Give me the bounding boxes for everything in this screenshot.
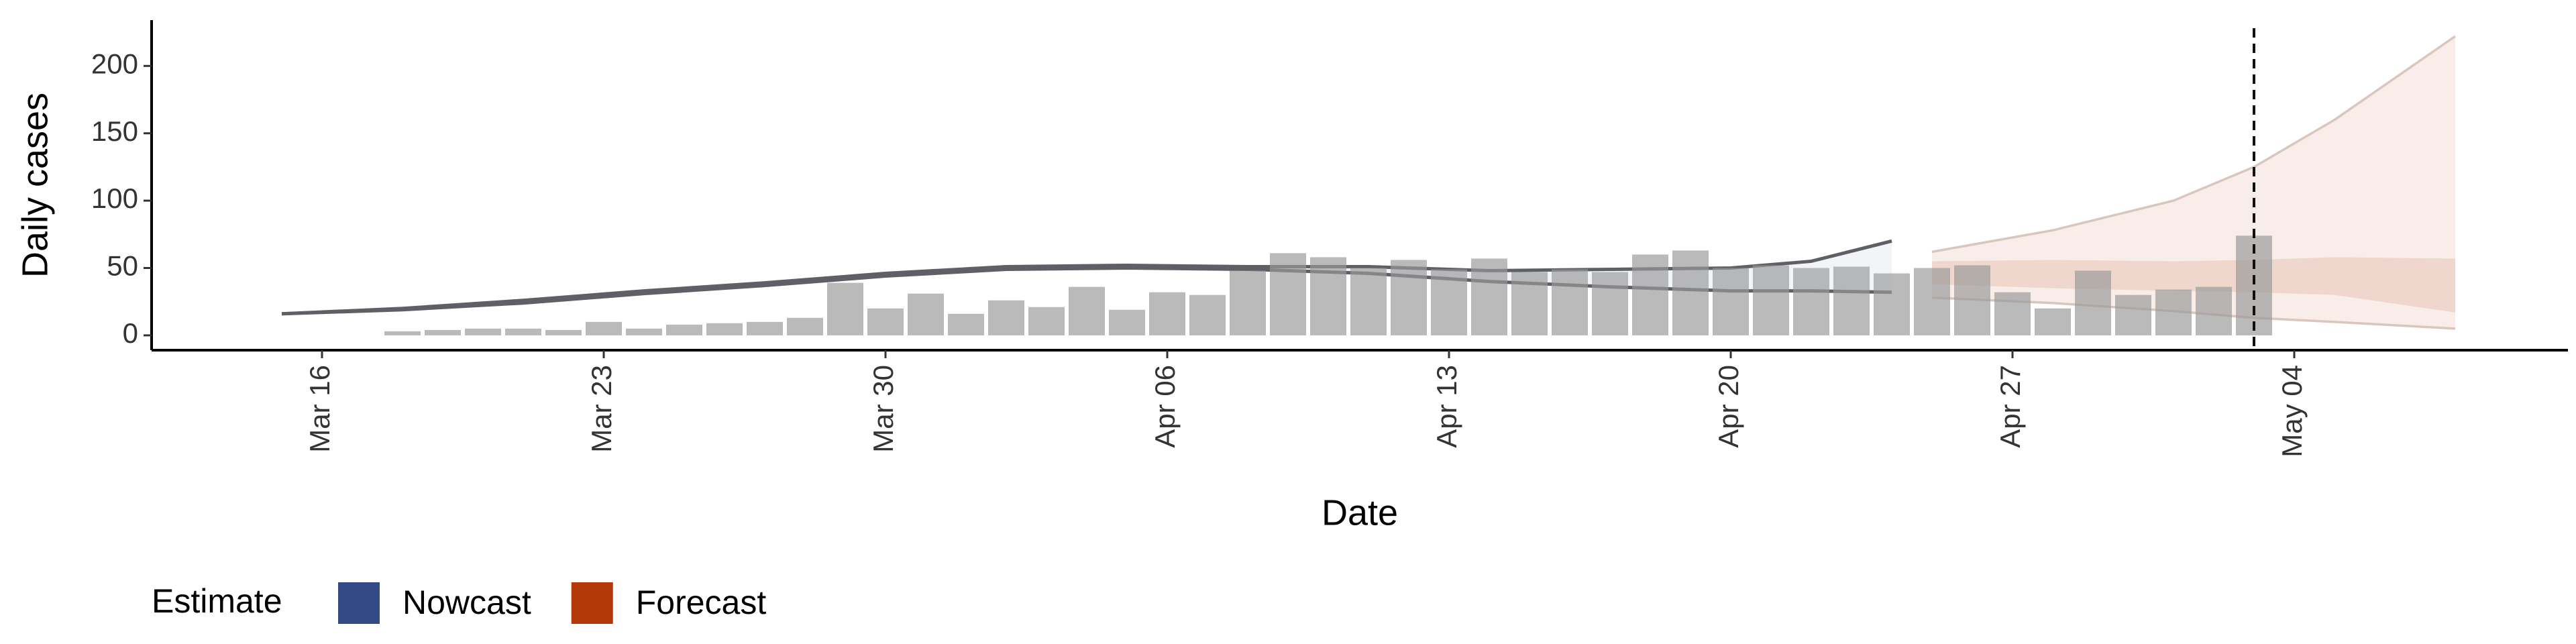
bar — [666, 324, 702, 335]
bar — [1994, 292, 2031, 335]
x-tick-label: Mar 16 — [304, 365, 335, 453]
bar — [2115, 294, 2151, 335]
x-tick-label: Apr 06 — [1149, 365, 1181, 448]
y-tick-label: 150 — [91, 115, 138, 147]
x-tick-label: Mar 30 — [867, 365, 899, 453]
bar — [1391, 260, 1427, 335]
bar — [586, 321, 622, 335]
legend-swatch — [338, 582, 380, 624]
y-tick-label: 100 — [91, 182, 138, 214]
ribbon-inner — [1932, 257, 2455, 313]
bar — [465, 328, 501, 335]
bar — [1592, 272, 1628, 335]
bar — [1914, 268, 1950, 335]
bar — [626, 328, 662, 335]
bar — [1954, 265, 1990, 335]
bar — [1552, 269, 1588, 335]
legend-label: Nowcast — [402, 584, 531, 621]
bar — [2155, 289, 2192, 335]
bar — [1793, 268, 1829, 335]
bar — [988, 300, 1024, 335]
bar — [948, 313, 984, 335]
bar — [2196, 286, 2232, 335]
x-tick-label: Apr 20 — [1713, 365, 1744, 448]
bar — [2035, 308, 2071, 335]
bar — [1270, 253, 1306, 335]
bar — [1189, 294, 1226, 335]
ribbon-outer — [1932, 36, 2455, 329]
bar — [747, 321, 783, 335]
bar — [1874, 273, 1910, 335]
x-tick-label: Apr 13 — [1431, 365, 1462, 448]
bar — [1350, 268, 1387, 335]
bar — [1149, 292, 1185, 335]
bar — [1713, 268, 1749, 335]
bar — [1471, 258, 1507, 335]
y-tick-label: 0 — [123, 317, 138, 349]
legend-label: Forecast — [636, 584, 767, 621]
bar — [1028, 307, 1065, 335]
bar — [1431, 269, 1467, 335]
bar — [1069, 286, 1105, 335]
y-axis-title: Daily cases — [15, 93, 55, 278]
plot-area — [281, 35, 2456, 335]
x-tick-label: May 04 — [2276, 365, 2308, 458]
ribbon-edge — [1931, 35, 2456, 254]
x-tick-label: Apr 27 — [1994, 365, 2026, 448]
bar — [505, 328, 541, 335]
bar — [1833, 266, 1870, 335]
x-tick-label: Mar 23 — [586, 365, 617, 453]
bar — [2075, 270, 2111, 335]
bar — [827, 282, 863, 335]
bar — [1511, 272, 1548, 335]
bar — [1109, 309, 1145, 335]
legend-title: Estimate — [152, 582, 282, 620]
bar — [1753, 265, 1789, 335]
bar — [384, 331, 421, 335]
bar — [545, 329, 582, 335]
bar — [908, 293, 944, 335]
y-tick-label: 200 — [91, 48, 138, 79]
bar — [1310, 257, 1346, 335]
y-tick-label: 50 — [107, 250, 138, 282]
legend-swatch — [571, 582, 613, 624]
bar — [867, 308, 904, 335]
bar — [706, 323, 743, 335]
bar — [787, 317, 823, 335]
x-axis-title: Date — [1322, 492, 1398, 533]
bar — [425, 329, 461, 335]
bar — [1632, 254, 1668, 335]
bar — [1672, 250, 1709, 335]
bar — [1230, 270, 1266, 335]
